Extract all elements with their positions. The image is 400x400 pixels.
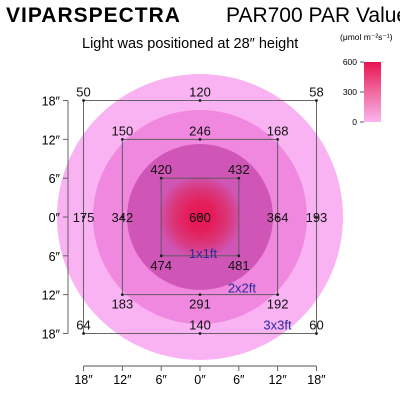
- par-value-label: 342: [112, 210, 134, 225]
- par-value-label: 364: [267, 210, 289, 225]
- measurement-dot: [276, 137, 280, 141]
- par-value-label: 150: [112, 123, 134, 138]
- x-tick-label: 18″: [74, 373, 93, 387]
- zone-label-1x1ft: 1x1ft: [189, 246, 218, 261]
- par-value-label: 60: [309, 317, 323, 332]
- measurement-dot: [276, 215, 280, 219]
- y-tick-label: 12″: [42, 289, 61, 303]
- par-value-label: 246: [189, 123, 211, 138]
- chart-subtitle: Light was positioned at 28″ height: [82, 36, 298, 52]
- y-tick-label: 6″: [49, 250, 61, 264]
- y-tick-label: 18″: [42, 327, 61, 341]
- par-value-label: 120: [189, 85, 211, 100]
- measurement-dot: [120, 215, 124, 219]
- par-value-label: 474: [150, 258, 172, 273]
- par-value-label: 58: [309, 85, 323, 100]
- x-tick-label: 12″: [268, 373, 287, 387]
- y-tick-label: 6″: [49, 172, 61, 186]
- par-value-label: 432: [228, 162, 250, 177]
- measurement-dot: [315, 215, 318, 219]
- measurement-points: 50 120 58 150 246 168 420 432 175 342 600 364 193 474…: [73, 85, 328, 335]
- measurement-dot: [82, 99, 85, 102]
- measurement-dot: [198, 215, 202, 219]
- legend-tick-label: 600: [343, 57, 357, 67]
- par-value-label: 140: [189, 317, 211, 332]
- brand-logo: VIPARSPECTRA: [6, 4, 181, 27]
- measurement-dot: [315, 99, 318, 102]
- par-value-label: 64: [76, 317, 90, 332]
- measurement-dot: [159, 176, 163, 180]
- legend-ticks: 600 300 0: [343, 57, 364, 127]
- measurement-dot: [82, 215, 85, 219]
- zone-label-2x2ft: 2x2ft: [228, 281, 257, 296]
- measurement-dot: [198, 137, 202, 141]
- measurement-dot: [198, 99, 202, 102]
- y-tick-label: 18″: [42, 95, 61, 109]
- legend-unit: (μmol m⁻²s⁻¹): [340, 32, 393, 42]
- par-value-label: 193: [306, 210, 328, 225]
- par-value-label: 175: [73, 210, 95, 225]
- par-value-label: 50: [76, 85, 90, 100]
- par-value-label: 192: [267, 297, 289, 312]
- y-tick-label: 12″: [42, 133, 61, 147]
- x-tick-label: 18″: [307, 373, 326, 387]
- par-value-label: 420: [150, 162, 172, 177]
- measurement-dot: [159, 254, 163, 258]
- par-value-label: 600: [189, 210, 211, 225]
- legend-colorbar: [364, 62, 381, 122]
- measurement-dot: [237, 254, 241, 258]
- x-tick-label: 6″: [155, 373, 167, 387]
- measurement-dot: [120, 137, 124, 141]
- measurement-dot: [198, 293, 202, 297]
- measurement-dot: [237, 176, 241, 180]
- x-tick-label: 12″: [113, 373, 132, 387]
- measurement-dot: [315, 332, 318, 335]
- measurement-dot: [276, 293, 280, 297]
- zone-label-3x3ft: 3x3ft: [263, 317, 292, 332]
- measurement-dot: [82, 332, 85, 335]
- par-value-label: 183: [112, 297, 134, 312]
- legend-tick-label: 300: [343, 87, 357, 97]
- par-value-label: 481: [228, 258, 250, 273]
- axes: 18″ 12″ 6″ 0″ 6″ 12″ 18″ 18″ 12″ 6″ 0″ 6″ 12″ 18″: [42, 95, 327, 387]
- par-value-label: 291: [189, 297, 211, 312]
- measurement-dot: [120, 293, 124, 297]
- x-tick-label: 6″: [233, 373, 245, 387]
- x-tick-label: 0″: [194, 373, 206, 387]
- y-tick-label: 0″: [49, 211, 61, 225]
- chart-title: PAR700 PAR Value: [226, 4, 400, 27]
- zone-labels: 1x1ft 2x2ft 3x3ft: [189, 246, 292, 333]
- measurement-dot: [198, 332, 202, 335]
- par-value-label: 168: [267, 123, 289, 138]
- legend-tick-label: 0: [352, 117, 357, 127]
- frame-1x1ft: [160, 177, 240, 257]
